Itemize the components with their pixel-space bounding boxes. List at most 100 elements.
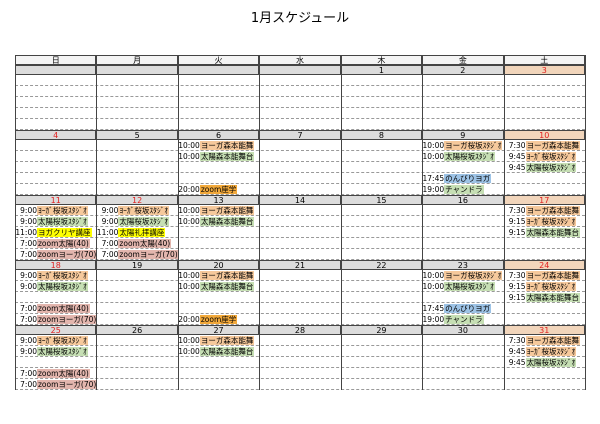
event-time: 7:30 <box>508 205 526 215</box>
event: 10:00ヨーガ桜坂ｽﾀｼﾞｵ <box>422 140 503 151</box>
date-cell <box>259 65 341 75</box>
event-time: 17:45 <box>422 303 445 313</box>
event-label: 太陽桜坂ｽﾀｼﾞｵ <box>525 357 577 367</box>
weekday-header: 土 <box>503 55 585 65</box>
event: 11:00太陽礼拝講座 <box>96 227 166 238</box>
event-time: 10:00 <box>422 270 445 280</box>
event-label: のんびりヨガ <box>444 303 492 313</box>
event-time: 9:00 <box>20 270 37 280</box>
title: 1月スケジュール <box>250 11 350 26</box>
slot-line <box>15 108 585 119</box>
event-time: 7:00 <box>20 314 37 324</box>
date-cell: 14 <box>259 195 341 205</box>
slot-line <box>15 173 585 184</box>
event: 7:00zoom太陽(40) <box>15 368 90 379</box>
event-label: 太陽桜坂ｽﾀｼﾞｵ <box>525 162 577 172</box>
date-cell: 7 <box>259 130 341 140</box>
event-time: 19:00 <box>422 184 445 194</box>
event-label: ヨーガ桜坂ｽﾀｼﾞｵ <box>444 140 503 150</box>
date-cell: 9 <box>422 130 504 140</box>
event-time: 9:45 <box>508 346 526 356</box>
date-cell: 31 <box>503 325 585 335</box>
event-label: のんびりヨガ <box>444 173 492 183</box>
event: 9:00ﾖｰｶﾞ桜坂ｽﾀｼﾞｵ <box>15 270 88 281</box>
slot-line <box>15 75 585 86</box>
event-time: 9:00 <box>20 281 37 291</box>
event-label: ヨーガ森本能舞 <box>199 205 255 215</box>
event: 7:00zoomヨーガ(70) <box>15 314 98 325</box>
column-line <box>340 55 342 390</box>
event: 9:00太陽桜坂ｽﾀｼﾞｵ <box>15 216 88 227</box>
event-label: 太陽桜坂ｽﾀｼﾞｵ <box>37 281 88 291</box>
event: 9:45太陽桜坂ｽﾀｼﾞｵ <box>504 357 577 368</box>
event-time: 9:15 <box>508 292 526 302</box>
event: 9:15太陽森本能舞台 <box>504 292 581 303</box>
event-time: 9:00 <box>20 335 37 345</box>
event: 10:00ヨーガ森本能舞 <box>178 270 255 281</box>
event-time: 7:00 <box>101 238 119 248</box>
event-label: 太陽森本能舞台 <box>525 292 581 302</box>
date-cell <box>96 65 178 75</box>
event: 10:00太陽森本能舞台 <box>178 281 255 292</box>
slot-line <box>15 238 585 249</box>
date-cell: 21 <box>259 260 341 270</box>
slot-line <box>15 314 585 325</box>
date-cell <box>177 65 260 75</box>
event-label: zoom太陽(40) <box>37 303 90 313</box>
event: 7:00zoom太陽(40) <box>96 238 172 249</box>
event: 20:00zoom座学 <box>178 314 238 325</box>
event-time: 9:00 <box>101 205 119 215</box>
event: 7:30ヨーガ森本能舞 <box>504 140 581 151</box>
event-time: 7:00 <box>20 238 37 248</box>
event: 9:45ﾖｰｶﾞ桜坂ｽﾀｼﾞｵ <box>504 346 577 357</box>
event: 10:00ヨーガ森本能舞 <box>178 335 255 346</box>
slot-line <box>15 97 585 108</box>
event-label: zoom太陽(40) <box>37 238 90 248</box>
date-cell: 4 <box>15 130 97 140</box>
date-cell <box>15 65 97 75</box>
event: 9:00ﾖｰｶﾞ桜坂ｽﾀｼﾞｵ <box>15 205 88 216</box>
date-cell: 15 <box>340 195 423 205</box>
event-label: 太陽桜坂ｽﾀｼﾞｵ <box>37 346 88 356</box>
column-line <box>585 55 586 390</box>
date-cell: 17 <box>503 195 585 205</box>
event-time: 7:00 <box>20 379 37 389</box>
date-cell: 13 <box>177 195 260 205</box>
event-label: ﾖｰｶﾞ桜坂ｽﾀｼﾞｵ <box>37 270 88 280</box>
event: 9:00ﾖｰｶﾞ桜坂ｽﾀｼﾞｵ <box>96 205 170 216</box>
event-time: 9:15 <box>508 227 526 237</box>
event-time: 19:00 <box>422 314 445 324</box>
event-label: 太陽礼拝講座 <box>118 227 166 237</box>
event-label: zoomヨーガ(70) <box>118 249 179 259</box>
event-time: 10:00 <box>178 216 200 226</box>
event-label: zoom座学 <box>199 314 238 324</box>
date-cell: 5 <box>96 130 178 140</box>
date-cell: 24 <box>503 260 585 270</box>
event-time: 20:00 <box>178 314 200 324</box>
event-time: 10:00 <box>422 140 445 150</box>
event-time: 20:00 <box>178 184 200 194</box>
date-cell: 26 <box>96 325 178 335</box>
event-time: 9:15 <box>508 216 526 226</box>
event-label: ヨーガ森本能舞 <box>525 140 581 150</box>
event: 10:00ヨーガ森本能舞 <box>178 205 255 216</box>
column-line <box>177 55 179 390</box>
date-cell: 23 <box>422 260 504 270</box>
event-label: zoom座学 <box>199 184 238 194</box>
event-label: チャンドラ <box>444 184 484 194</box>
event: 7:00zoom太陽(40) <box>15 303 90 314</box>
weekday-header: 水 <box>259 55 341 65</box>
event-time: 10:00 <box>178 281 200 291</box>
event-label: 太陽森本能舞台 <box>199 346 255 356</box>
event-label: ヨガクリヤ講座 <box>37 227 92 237</box>
column-line <box>96 55 98 390</box>
date-cell: 6 <box>177 130 260 140</box>
event-label: ﾖｰｶﾞ桜坂ｽﾀｼﾞｵ <box>37 335 88 345</box>
slot-line <box>15 303 585 314</box>
event-time: 10:00 <box>178 205 200 215</box>
event-label: ﾖｰｶﾞ桜坂ｽﾀｼﾞｵ <box>118 205 170 215</box>
slot-line <box>15 281 585 292</box>
event: 19:00チャンドラ <box>422 314 484 325</box>
date-cell: 10 <box>503 130 585 140</box>
event-label: ﾖｰｶﾞ桜坂ｽﾀｼﾞｵ <box>525 346 577 356</box>
